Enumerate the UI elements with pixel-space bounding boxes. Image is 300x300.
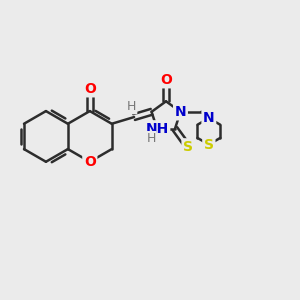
- Text: S: S: [183, 140, 193, 154]
- Text: O: O: [84, 155, 96, 169]
- Text: O: O: [84, 82, 96, 96]
- Text: NH: NH: [146, 122, 169, 136]
- Text: H: H: [146, 132, 156, 145]
- Text: S: S: [204, 137, 214, 152]
- Text: H: H: [127, 100, 136, 113]
- Text: O: O: [160, 73, 172, 87]
- Text: N: N: [175, 105, 186, 119]
- Text: N: N: [203, 111, 215, 125]
